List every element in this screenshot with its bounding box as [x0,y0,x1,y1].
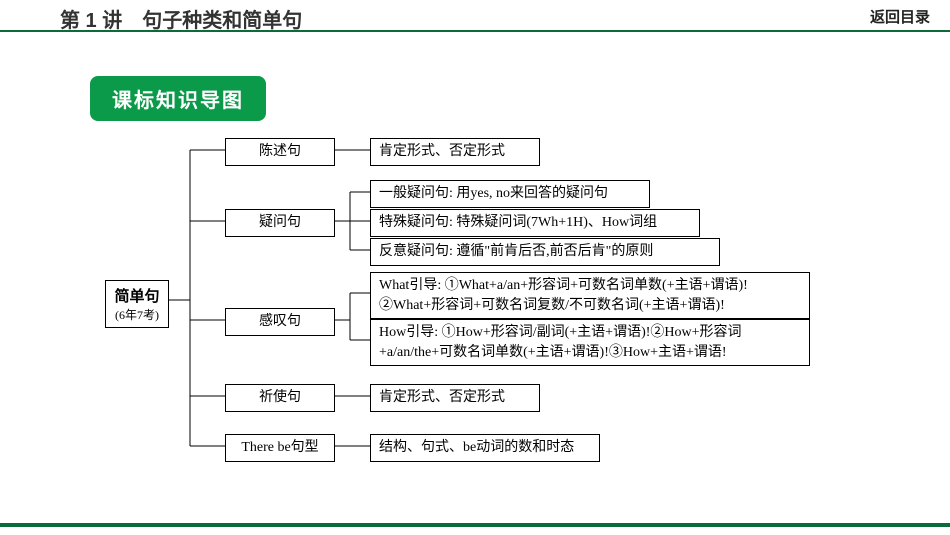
detail-gantan-1: What引导: ①What+a/an+形容词+可数名词单数(+主语+谓语)! ②… [370,272,810,319]
branch-yiwen: 疑问句 [225,209,335,237]
tree-root: 简单句 (6年7考) [105,280,169,328]
branch-therebe: There be句型 [225,434,335,462]
header-bar: 第 1 讲 句子种类和简单句 返回目录 [0,0,950,32]
detail-therebe: 结构、句式、be动词的数和时态 [370,434,600,462]
branch-chenshu: 陈述句 [225,138,335,166]
tree-root-sub: (6年7考) [112,306,162,323]
back-to-toc-link[interactable]: 返回目录 [870,6,930,27]
detail-qishi: 肯定形式、否定形式 [370,384,540,412]
detail-yiwen-1: 一般疑问句: 用yes, no来回答的疑问句 [370,180,650,208]
branch-gantan: 感叹句 [225,308,335,336]
detail-yiwen-2: 特殊疑问句: 特殊疑问词(7Wh+1H)、How词组 [370,209,700,237]
detail-gantan-2: How引导: ①How+形容词/副词(+主语+谓语)!②How+形容词+a/an… [370,319,810,366]
section-heading: 课标知识导图 [90,76,266,121]
tree-root-label: 简单句 [112,285,162,306]
detail-yiwen-3: 反意疑问句: 遵循"前肯后否,前否后肯"的原则 [370,238,720,266]
top-divider [0,30,950,32]
bottom-divider [0,523,950,527]
branch-qishi: 祈使句 [225,384,335,412]
page-title: 第 1 讲 句子种类和简单句 [60,4,302,33]
detail-chenshu: 肯定形式、否定形式 [370,138,540,166]
